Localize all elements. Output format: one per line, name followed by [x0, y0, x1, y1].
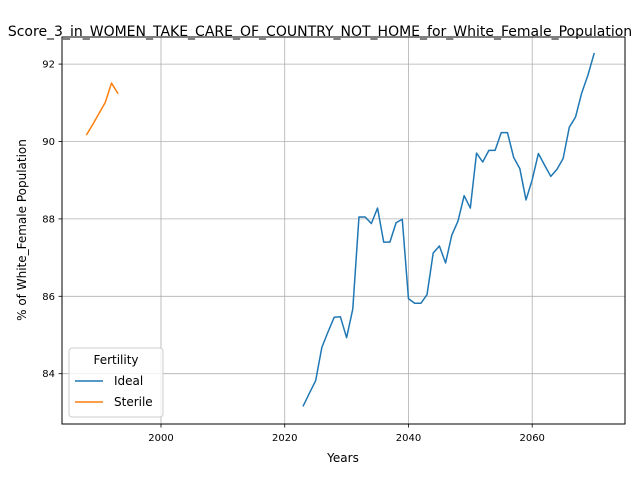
plot-area-frame	[61, 36, 626, 425]
y-tick-label: 90	[42, 137, 55, 148]
grid	[62, 37, 625, 424]
legend: Fertility Ideal Sterile	[68, 347, 164, 418]
y-tick-label: 88	[42, 214, 55, 225]
y-tick-label: 84	[42, 369, 55, 380]
legend-box	[68, 347, 164, 418]
legend-label-sterile: Sterile	[114, 395, 153, 409]
x-tick-label: 2020	[272, 433, 297, 444]
legend-label-ideal: Ideal	[114, 374, 143, 388]
legend-title: Fertility	[93, 353, 138, 367]
series-line-sterile	[85, 82, 119, 136]
y-tick-label: 86	[42, 292, 55, 303]
series-line-ideal	[302, 52, 595, 407]
series-lines	[85, 52, 595, 407]
x-axis-label: Years	[326, 451, 359, 465]
x-tick-label: 2000	[148, 433, 173, 444]
y-axis-label: % of White_Female Population	[15, 139, 29, 321]
axis-ticks: 2000 2020 2040 2060 84 86 88 90 92	[42, 60, 545, 444]
x-tick-label: 2060	[519, 433, 544, 444]
y-tick-label: 92	[42, 60, 55, 71]
chart-title: Score_3_in_WOMEN_TAKE_CARE_OF_COUNTRY_NO…	[8, 24, 632, 40]
x-tick-label: 2040	[396, 433, 421, 444]
